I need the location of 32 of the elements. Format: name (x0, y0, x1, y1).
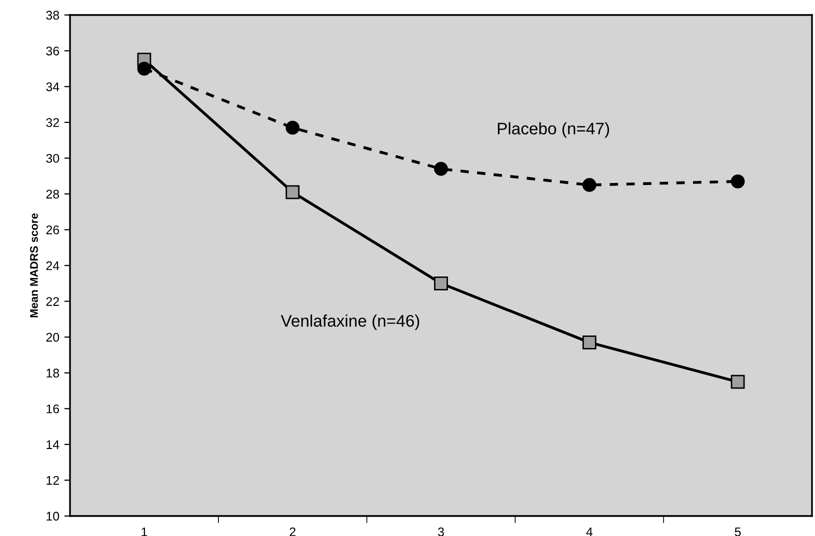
point (582, 335, 596, 350)
point (286, 120, 300, 135)
y-tick-label: 10 (46, 512, 60, 521)
x-tick-label: 3 (438, 527, 444, 536)
y-tick-label: 20 (46, 332, 60, 342)
y-tick-label: 28 (46, 190, 60, 199)
y-tick-label: 34 (46, 82, 60, 92)
y-tick-label: 36 (46, 46, 60, 56)
x-tick-label: 2 (290, 527, 296, 536)
y-axis-title: Mean MADRS score (30, 213, 38, 318)
point (582, 178, 596, 192)
point (137, 62, 152, 76)
y-tick-label: 38 (46, 10, 60, 20)
point (434, 276, 448, 290)
x-tick-label: 1 (142, 528, 148, 536)
y-tick-label: 22 (46, 297, 59, 306)
point (730, 374, 745, 389)
y-tick-label: 14 (46, 440, 60, 449)
y-tick-label: 30 (46, 154, 60, 163)
x-tick-label: 4 (586, 528, 593, 536)
series-label: Venlafaxine (n=46) (280, 314, 420, 330)
point (434, 162, 448, 176)
point (286, 185, 300, 200)
y-tick-label: 24 (46, 261, 60, 270)
y-tick-label: 16 (46, 404, 60, 414)
y-tick-label: 18 (46, 368, 60, 378)
y-tick-label: 12 (46, 476, 59, 485)
y-tick-label: 32 (46, 118, 59, 128)
x-tick-label: 5 (734, 528, 741, 536)
text: Placebo (n=47) (498, 122, 610, 138)
point (730, 174, 745, 188)
y-tick-label: 26 (46, 226, 60, 234)
